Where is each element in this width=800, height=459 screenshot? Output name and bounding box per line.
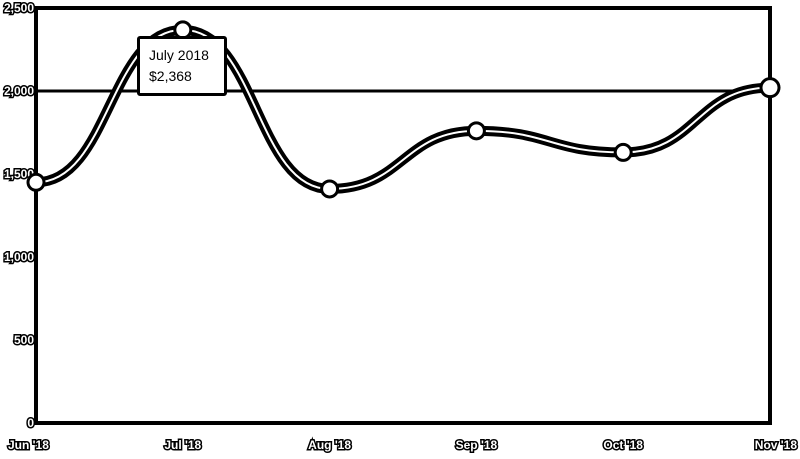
tooltip-title: July 2018 xyxy=(149,47,209,63)
data-point[interactable] xyxy=(759,77,781,99)
x-tick-label: Sep '18 xyxy=(456,438,498,452)
x-tick-label: Jul '18 xyxy=(164,438,201,452)
y-tick-label: 500 xyxy=(14,333,34,347)
data-point[interactable] xyxy=(26,172,46,192)
tooltip-value: $2,368 xyxy=(149,68,192,84)
x-tick-label: Jun '18 xyxy=(8,438,49,452)
y-tick-label: 2,500 xyxy=(4,1,34,15)
y-tick-label: 2,000 xyxy=(4,84,34,98)
x-tick-label: Oct '18 xyxy=(603,438,643,452)
data-point[interactable] xyxy=(466,121,486,141)
x-tick-label: Aug '18 xyxy=(308,438,351,452)
data-tooltip: July 2018 $2,368 xyxy=(137,36,227,96)
x-tick-label: Nov '18 xyxy=(755,438,798,452)
data-point[interactable] xyxy=(613,142,633,162)
data-point[interactable] xyxy=(320,179,340,199)
x-axis-ticks: Jun '18 Jul '18 Aug '18 Sep '18 Oct '18 Nov '… xyxy=(7,437,799,454)
y-tick-label: 0 xyxy=(27,416,34,430)
y-tick-label: 1,000 xyxy=(4,250,34,264)
plot-border xyxy=(34,6,772,425)
